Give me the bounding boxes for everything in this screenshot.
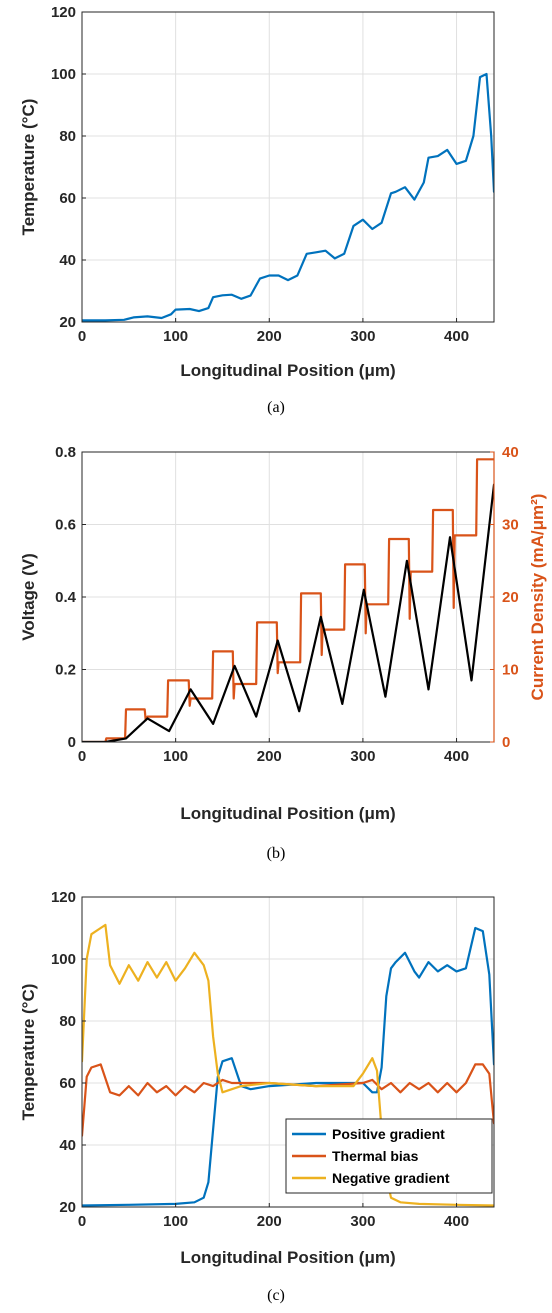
y-right-tick-label: 20: [502, 589, 519, 606]
panel-a: 0 100 200 300 400 20 40 60 80 100 120 Longitudinal…: [19, 4, 495, 416]
series-line-0: [82, 926, 494, 1207]
y-tick-label: 40: [59, 1137, 76, 1154]
x-tick-label: 400: [444, 748, 469, 765]
legend-entry: Thermal bias: [332, 1148, 419, 1164]
panel-caption: (a): [267, 399, 285, 416]
y-tick-label: 100: [51, 66, 76, 83]
x-tick-label: 300: [350, 748, 375, 765]
x-tick-label: 300: [350, 1213, 375, 1230]
y-right-tick-label: 30: [502, 517, 519, 534]
y-tick-label: 20: [59, 1199, 76, 1216]
x-tick-label: 200: [257, 328, 282, 345]
x-tick-label: 0: [78, 1213, 86, 1230]
panel-caption: (c): [267, 1287, 285, 1304]
x-axis-label: Longitudinal Position (μm): [180, 361, 395, 380]
x-tick-label: 300: [350, 328, 375, 345]
series-line-0: [82, 72, 494, 322]
y-tick-label: 0.4: [55, 589, 77, 606]
y-right-tick-label: 40: [502, 444, 519, 461]
y-tick-label: 60: [59, 1075, 76, 1092]
y-axis-label: Temperature (°C): [19, 984, 38, 1121]
y-tick-label: 0.6: [55, 517, 76, 534]
x-tick-label: 0: [78, 328, 86, 345]
y-tick-label: 40: [59, 252, 76, 269]
legend-entry: Positive gradient: [332, 1126, 445, 1142]
x-axis-label: Longitudinal Position (μm): [180, 1248, 395, 1267]
x-tick-label: 200: [257, 748, 282, 765]
y-right-tick-label: 10: [502, 662, 519, 679]
y-tick-label: 100: [51, 951, 76, 968]
series-line-1: [82, 458, 494, 742]
x-tick-label: 100: [163, 1213, 188, 1230]
y-tick-label: 0.8: [55, 444, 76, 461]
legend: Positive gradient Thermal bias Negative gr…: [285, 1118, 493, 1194]
y-tick-label: 120: [51, 4, 76, 21]
y-tick-label: 0.2: [55, 662, 76, 679]
x-axis-label: Longitudinal Position (μm): [180, 804, 395, 823]
y-axis-label-right: Current Density (mA/μm²): [528, 494, 547, 701]
series-line-0: [82, 483, 494, 742]
y-tick-label: 60: [59, 190, 76, 207]
y-tick-label: 0: [68, 734, 76, 751]
y-axis-label-left: Voltage (V): [19, 553, 38, 641]
x-tick-label: 400: [444, 328, 469, 345]
panel-b: 0 100 200 300 400 0 0.2 0.4 0.6 0.8 0 10 20 30 40 Long…: [19, 444, 547, 862]
y-tick-label: 20: [59, 314, 76, 331]
x-tick-label: 100: [163, 328, 188, 345]
x-tick-label: 200: [257, 1213, 282, 1230]
series-line-1: [82, 1063, 494, 1137]
y-tick-label: 120: [51, 889, 76, 906]
x-tick-label: 400: [444, 1213, 469, 1230]
y-axis-label: Temperature (°C): [19, 99, 38, 236]
y-right-tick-label: 0: [502, 734, 510, 751]
x-tick-label: 0: [78, 748, 86, 765]
legend-entry: Negative gradient: [332, 1170, 450, 1186]
panel-c: 0 100 200 300 400 20 40 60 80 100 120 Positive gra…: [19, 889, 495, 1304]
panel-caption: (b): [267, 845, 286, 862]
y-tick-label: 80: [59, 128, 76, 145]
y-tick-label: 80: [59, 1013, 76, 1030]
x-tick-label: 100: [163, 748, 188, 765]
